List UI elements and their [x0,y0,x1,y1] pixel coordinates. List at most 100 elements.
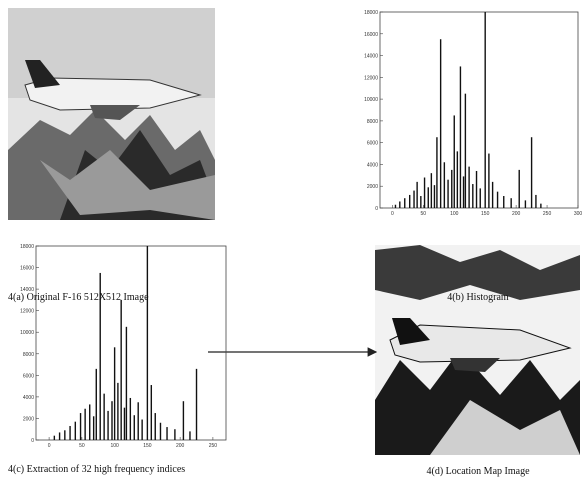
histogram-bar [404,198,406,208]
x-tick-label: 150 [143,443,152,449]
x-tick-label: 100 [110,443,119,449]
y-tick-label: 4000 [23,395,34,401]
histogram-bar [74,421,77,440]
histogram-bar [496,191,499,208]
y-tick-label: 18000 [364,10,378,16]
y-tick-label: 10000 [20,330,34,336]
histogram-bar [394,204,397,208]
histogram-bar [107,410,109,440]
histogram-bar [129,397,132,440]
plot-frame [379,11,579,209]
x-tick-label: 50 [79,443,85,449]
image-original [8,8,215,220]
histogram-bar [462,176,465,208]
histogram-bar [79,413,82,440]
y-tick-label: 8000 [23,352,34,358]
histogram-bar [58,432,61,440]
x-tick-label: 50 [421,211,427,217]
histogram-bar [472,184,474,208]
histogram-bar [53,435,56,440]
histogram-bar [154,413,156,440]
histogram-bar [399,201,401,208]
y-tick-label: 10000 [364,97,378,103]
x-tick-label: 250 [209,443,218,449]
histogram-bar [510,198,512,208]
histogram-bar [69,425,71,440]
histogram-bar [535,194,537,208]
histogram-bar [125,326,128,440]
histogram-bar [530,137,533,208]
y-tick-label: 16000 [20,266,34,272]
histogram-bar [413,190,415,208]
histogram-bar [439,39,442,208]
x-tick-label: 200 [512,211,521,217]
histogram-bar [484,12,486,208]
histogram-bar [423,177,426,208]
y-tick-label: 4000 [367,162,378,168]
y-tick-label: 12000 [20,309,34,315]
y-tick-label: 6000 [23,373,34,379]
histogram-bar [111,401,113,440]
x-tick-label: 250 [543,211,552,217]
x-tick-label: 200 [176,443,185,449]
y-tick-label: 14000 [20,287,34,293]
histogram-bar [451,169,453,208]
y-tick-label: 0 [375,206,378,212]
histogram-bar [146,246,149,440]
histogram-bar [416,181,418,208]
y-tick-label: 2000 [367,184,378,190]
histogram-bar [159,422,162,440]
x-tick-label: 150 [481,211,490,217]
histogram-bar [524,200,527,208]
histogram-bar [120,299,122,440]
histogram-bar [84,408,86,440]
histogram-bar [436,137,438,208]
caption: 4(c) Extraction of 32 high frequency ind… [8,464,185,475]
histogram-bar [479,188,481,208]
histogram-bar [447,179,449,208]
histogram-bar [141,419,143,440]
y-tick-label: 16000 [364,32,378,38]
histogram-bar [475,170,478,208]
y-tick-label: 6000 [367,141,378,147]
histogram-bar [189,431,191,440]
y-tick-label: 18000 [20,244,34,250]
histogram-bar [99,272,101,440]
histogram-bar [491,181,494,208]
caption: 4(a) Original F-16 512X512 Image [8,292,149,303]
y-tick-label: 8000 [367,119,378,125]
histogram-bar [518,169,520,208]
histogram-bar [430,173,433,208]
histogram-bar [103,393,105,440]
histogram-bar [459,66,462,208]
histogram-bar [409,194,411,208]
histogram-bar [133,415,135,440]
x-tick-label: 0 [48,443,51,449]
histogram-bar [174,429,176,440]
histogram-bar [64,430,66,440]
histogram-bar [117,382,119,440]
histogram-bar [123,407,126,440]
y-tick-label: 12000 [364,75,378,81]
histogram-bar [433,185,436,208]
histogram-bar [488,153,490,208]
histogram-bar [443,162,446,208]
x-tick-label: 100 [450,211,459,217]
caption: 4(b) Histogram [447,292,509,303]
histogram-bar [150,385,153,440]
y-tick-label: 14000 [364,54,378,60]
histogram-bar [456,151,459,208]
histogram-bar [166,427,168,440]
histogram-bar [468,166,470,208]
histogram-bar [427,187,429,208]
y-tick-label: 2000 [23,416,34,422]
histogram-bar [453,115,455,208]
histogram-bar [195,368,198,440]
caption: 4(d) Location Map Image [426,466,530,477]
histogram-bar [420,196,422,208]
histogram-bar [137,402,139,440]
histogram-bar [89,404,91,440]
x-tick-label: 300 [574,211,583,217]
